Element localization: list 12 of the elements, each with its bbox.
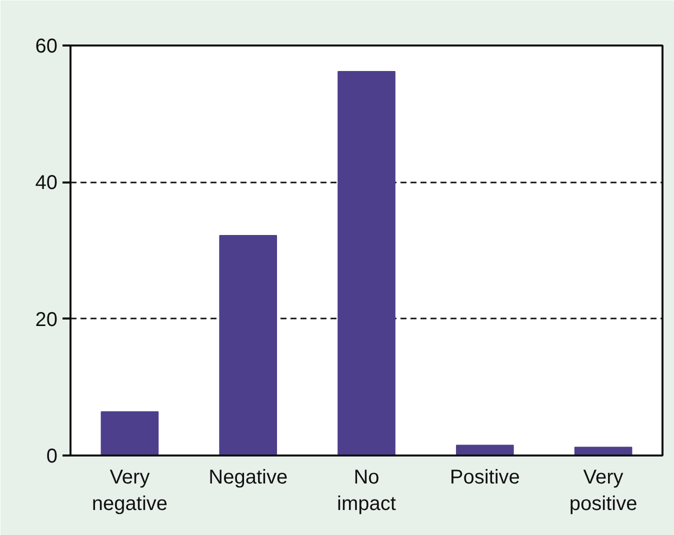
x-tick-label: Negative (208, 466, 288, 488)
x-tick-label: Positive (450, 466, 520, 488)
y-tick-label: 40 (35, 172, 58, 194)
bar (219, 234, 278, 456)
bar (100, 411, 159, 456)
bar (338, 70, 396, 456)
x-tick-label: Very negative (92, 466, 168, 515)
y-tick-label: 60 (35, 36, 58, 58)
x-tick-label: No impact (337, 466, 396, 515)
y-tick-label: 0 (46, 446, 58, 468)
x-tick-label: Very positive (569, 466, 638, 515)
y-tick-label: 20 (35, 308, 58, 331)
